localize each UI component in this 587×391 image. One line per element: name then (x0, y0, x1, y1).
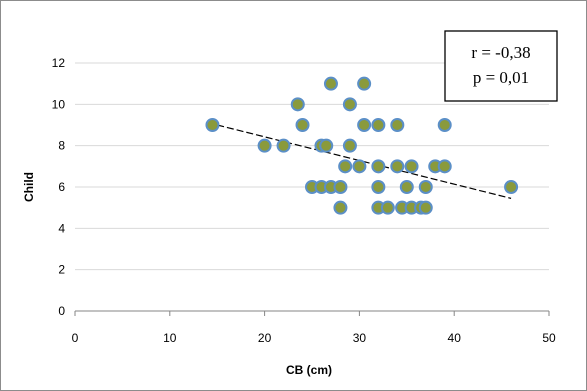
data-point (390, 159, 405, 174)
data-point (205, 118, 220, 132)
x-tick-label: 20 (258, 331, 272, 345)
y-tick-label: 8 (58, 139, 65, 153)
x-tick-label: 50 (542, 331, 556, 345)
x-tick-label: 40 (448, 331, 462, 345)
data-point (357, 76, 372, 91)
x-tick-label: 30 (353, 331, 367, 345)
y-tick-label: 12 (52, 56, 66, 70)
data-point (333, 200, 348, 215)
y-tick-label: 6 (58, 180, 65, 194)
stats-annotation-box: r = -0,38 p = 0,01 (444, 30, 558, 102)
data-point (290, 97, 305, 112)
data-point (371, 159, 386, 174)
data-point (504, 180, 519, 194)
data-point (333, 180, 348, 194)
data-point (295, 118, 310, 132)
y-tick-label: 2 (58, 263, 65, 277)
data-point (380, 200, 395, 215)
p-value-text: p = 0,01 (473, 68, 529, 87)
y-axis-label: Child (22, 172, 36, 202)
x-tick-label: 0 (72, 331, 79, 345)
data-point (357, 118, 372, 132)
data-point (342, 97, 357, 112)
data-point (390, 118, 405, 132)
data-point (257, 138, 272, 153)
y-tick-label: 0 (58, 304, 65, 318)
x-axis-label: CB (cm) (286, 363, 332, 377)
data-point (342, 138, 357, 153)
x-tick-label: 10 (163, 331, 177, 345)
y-tick-label: 10 (52, 97, 66, 111)
data-point (319, 138, 334, 153)
data-point (399, 180, 414, 194)
data-point (418, 200, 433, 215)
y-tick-label: 4 (58, 221, 65, 235)
data-point (323, 76, 338, 91)
y-tick-labels: 0 2 4 6 8 10 12 (52, 56, 66, 318)
data-point (418, 180, 433, 194)
x-tick-marks (74, 311, 550, 316)
x-tick-labels: 0 10 20 30 40 50 (72, 331, 556, 345)
data-point (371, 180, 386, 194)
data-point (338, 159, 353, 174)
data-point (437, 118, 452, 132)
data-point (371, 118, 386, 132)
data-point (404, 159, 419, 174)
data-point (352, 159, 367, 174)
data-point (437, 159, 452, 174)
data-points (205, 76, 519, 215)
r-value-text: r = -0,38 (471, 43, 530, 62)
data-point (276, 138, 291, 153)
